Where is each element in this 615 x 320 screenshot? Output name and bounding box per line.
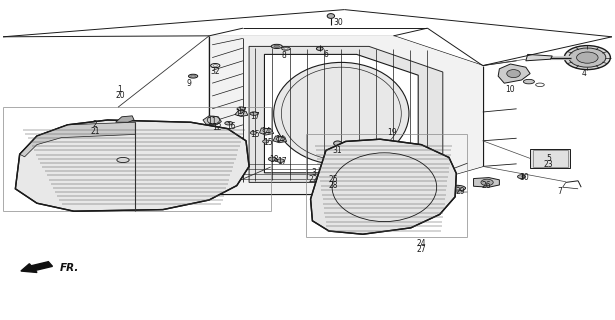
Polygon shape xyxy=(498,64,530,83)
Ellipse shape xyxy=(117,157,129,163)
Ellipse shape xyxy=(327,13,335,18)
Ellipse shape xyxy=(274,62,409,165)
Ellipse shape xyxy=(523,79,534,84)
Polygon shape xyxy=(326,174,341,181)
Ellipse shape xyxy=(211,126,217,129)
Text: 15: 15 xyxy=(263,138,272,147)
Ellipse shape xyxy=(274,45,279,47)
Text: 9: 9 xyxy=(187,79,192,88)
Text: 17: 17 xyxy=(237,108,247,116)
Text: 27: 27 xyxy=(416,245,426,254)
Text: 23: 23 xyxy=(544,160,554,169)
Text: 14: 14 xyxy=(261,127,271,136)
Polygon shape xyxy=(260,128,274,135)
Ellipse shape xyxy=(225,121,232,125)
Text: 28: 28 xyxy=(328,181,338,190)
Text: 11: 11 xyxy=(207,117,217,126)
Text: 32: 32 xyxy=(210,68,220,76)
Text: 29: 29 xyxy=(455,188,465,196)
Text: 21: 21 xyxy=(90,127,100,136)
Text: 10: 10 xyxy=(506,85,515,94)
Ellipse shape xyxy=(263,140,269,143)
Text: 31: 31 xyxy=(332,146,342,155)
Polygon shape xyxy=(203,116,221,125)
Text: 13: 13 xyxy=(235,109,245,118)
Text: 6: 6 xyxy=(323,50,328,59)
Ellipse shape xyxy=(481,179,493,186)
Polygon shape xyxy=(249,46,443,182)
Text: 30: 30 xyxy=(519,173,529,182)
Text: 7: 7 xyxy=(557,188,562,196)
Polygon shape xyxy=(20,122,135,157)
Ellipse shape xyxy=(576,52,598,63)
Text: 12: 12 xyxy=(212,124,222,132)
Bar xyxy=(533,150,568,167)
Polygon shape xyxy=(474,178,499,187)
Ellipse shape xyxy=(271,44,282,48)
Text: 25: 25 xyxy=(328,175,338,184)
Bar xyxy=(530,149,570,168)
Ellipse shape xyxy=(188,74,198,78)
Polygon shape xyxy=(264,54,418,173)
Text: 22: 22 xyxy=(309,175,319,184)
Text: 30: 30 xyxy=(333,18,343,27)
Text: 17: 17 xyxy=(250,112,260,121)
Polygon shape xyxy=(235,110,248,116)
Text: 5: 5 xyxy=(546,154,551,163)
Text: 15: 15 xyxy=(250,130,260,139)
Ellipse shape xyxy=(317,47,323,50)
Ellipse shape xyxy=(447,185,466,191)
Text: 17: 17 xyxy=(277,157,287,166)
Text: FR.: FR. xyxy=(60,263,80,273)
Text: 20: 20 xyxy=(115,92,125,100)
Text: 26: 26 xyxy=(481,181,491,190)
Text: 16: 16 xyxy=(226,122,236,131)
Ellipse shape xyxy=(518,175,525,179)
Text: 14: 14 xyxy=(275,135,285,144)
Ellipse shape xyxy=(268,157,277,161)
Ellipse shape xyxy=(250,131,256,134)
Text: 19: 19 xyxy=(387,128,397,137)
Ellipse shape xyxy=(237,107,245,111)
Ellipse shape xyxy=(507,69,520,77)
FancyArrow shape xyxy=(21,262,52,272)
Ellipse shape xyxy=(564,46,610,70)
Text: 1: 1 xyxy=(117,85,122,94)
Text: 2: 2 xyxy=(93,120,98,129)
Polygon shape xyxy=(116,116,134,122)
Ellipse shape xyxy=(569,48,606,67)
Text: 24: 24 xyxy=(416,239,426,248)
Text: 3: 3 xyxy=(311,168,316,177)
Polygon shape xyxy=(311,139,456,234)
Polygon shape xyxy=(273,136,287,143)
Ellipse shape xyxy=(334,141,342,146)
Text: 18: 18 xyxy=(269,156,279,164)
Text: 8: 8 xyxy=(282,52,287,60)
Polygon shape xyxy=(209,36,483,194)
Text: 4: 4 xyxy=(582,69,587,78)
Polygon shape xyxy=(526,54,552,61)
Polygon shape xyxy=(15,120,249,211)
Ellipse shape xyxy=(277,159,284,162)
Ellipse shape xyxy=(250,112,258,115)
